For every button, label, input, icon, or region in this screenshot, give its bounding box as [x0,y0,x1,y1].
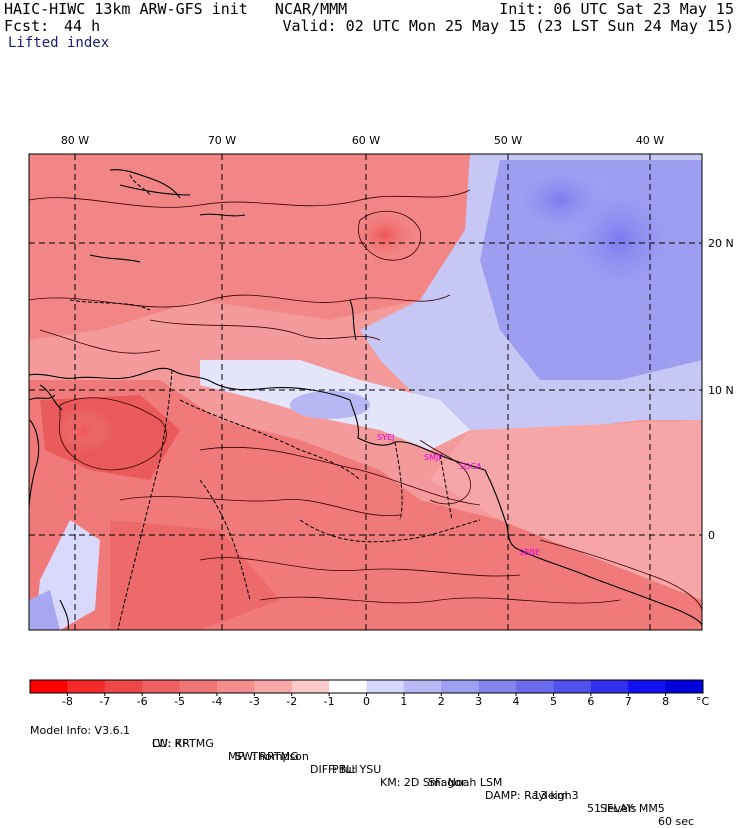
colorbar-tick-label: 6 [587,695,594,708]
colorbar-swatch [665,680,704,693]
coastlines [29,169,702,630]
lon-label-80w: 80 W [61,134,89,147]
sw-scheme: SW: RRTMG [235,750,299,763]
lon-label-70w: 70 W [208,134,236,147]
colorbar-swatch [478,680,517,693]
model-info: Model Info: V3.6.1 [30,724,131,737]
footer-line-2: LW: RRTMG SW: RRTMG DIFF: full KM: 2D Sm… [30,724,665,815]
colorbar-tick-label: -6 [137,695,148,708]
lat-label-0: 0 [708,529,715,542]
colorbar-tick-label: -4 [211,695,222,708]
graticule [29,154,702,630]
colorbar-swatch [179,680,218,693]
lon-label-40w: 40 W [636,134,664,147]
colorbar-tick-label: 1 [400,695,407,708]
colorbar-swatch [216,680,255,693]
colorbar-swatch [30,680,68,693]
station-label-sbbe: SBBE [519,548,540,557]
colorbar-swatch [441,680,480,693]
sflay-option: SFLAY: MM5 [600,802,665,815]
colorbar-tick-label: -7 [99,695,110,708]
colorbar-swatch [366,680,405,693]
colorbar: -8 -7 -6 -5 -4 -3 -2 -1 0 1 2 3 4 5 6 7 8 [29,679,704,708]
station-label-syej: SYEJ [377,433,394,442]
colorbar-swatch [553,680,592,693]
colorbar-tick-label: -2 [286,695,297,708]
forecast-label: Fcst: [4,17,50,35]
colorbar-swatch [291,680,330,693]
time-step: 60 sec [658,815,695,828]
colorbar-tick-label: 7 [625,695,632,708]
diff-option: DIFF: full [310,763,358,776]
colorbar-swatch [590,680,629,693]
colorbar-tick-label: 4 [513,695,520,708]
init-time: Init: 06 UTC Sat 23 May 15 [499,0,734,18]
colorbar-tick-label: -1 [324,695,335,708]
station-label-smjp: SMJP [424,453,443,462]
colorbar-swatch [142,680,181,693]
colorbar-swatch [67,680,106,693]
colorbar-tick-label: 0 [363,695,370,708]
colorbar-tick-label: -8 [62,695,73,708]
lat-label-20n: 20 N [708,237,734,250]
lw-scheme: LW: RRTMG [152,737,214,750]
station-label-soca: SOCA [459,462,482,471]
km-option: KM: 2D Smagor [380,776,466,789]
model-title: HAIC-HIWC 13km ARW-GFS init NCAR/MMM [4,0,348,18]
colorbar-tick-label: 3 [475,695,482,708]
colorbar-swatch [104,680,143,693]
lon-label-50w: 50 W [494,134,522,147]
colorbar-swatch [628,680,667,693]
lon-label-60w: 60 W [352,134,380,147]
valid-time: Valid: 02 UTC Mon 25 May 15 (23 LST Sun … [282,17,734,35]
colorbar-tick-label: 8 [662,695,669,708]
colorbar-swatch [254,680,293,693]
field-name: Lifted index [8,35,110,51]
damp-option: DAMP: Rayleigh3 [485,789,579,802]
colorbar-swatch [329,680,367,693]
forecast-hours: 44 h [64,17,101,35]
map-frame [28,153,703,631]
colorbar-unit: °C [696,695,710,708]
colorbar-swatch [516,680,554,693]
colorbar-tick-label: -5 [174,695,185,708]
colorbar-tick-label: 2 [438,695,445,708]
colorbar-tick-label: 5 [550,695,557,708]
country-borders [69,174,481,630]
colorbar-tick-label: -3 [249,695,260,708]
lat-label-10n: 10 N [708,384,734,397]
lifted-index-field [29,154,702,630]
forecast-map: 80 W 70 W 60 W 50 W 40 W 20 N 10 N 0 SYE… [28,134,734,708]
colorbar-swatch [403,680,442,693]
